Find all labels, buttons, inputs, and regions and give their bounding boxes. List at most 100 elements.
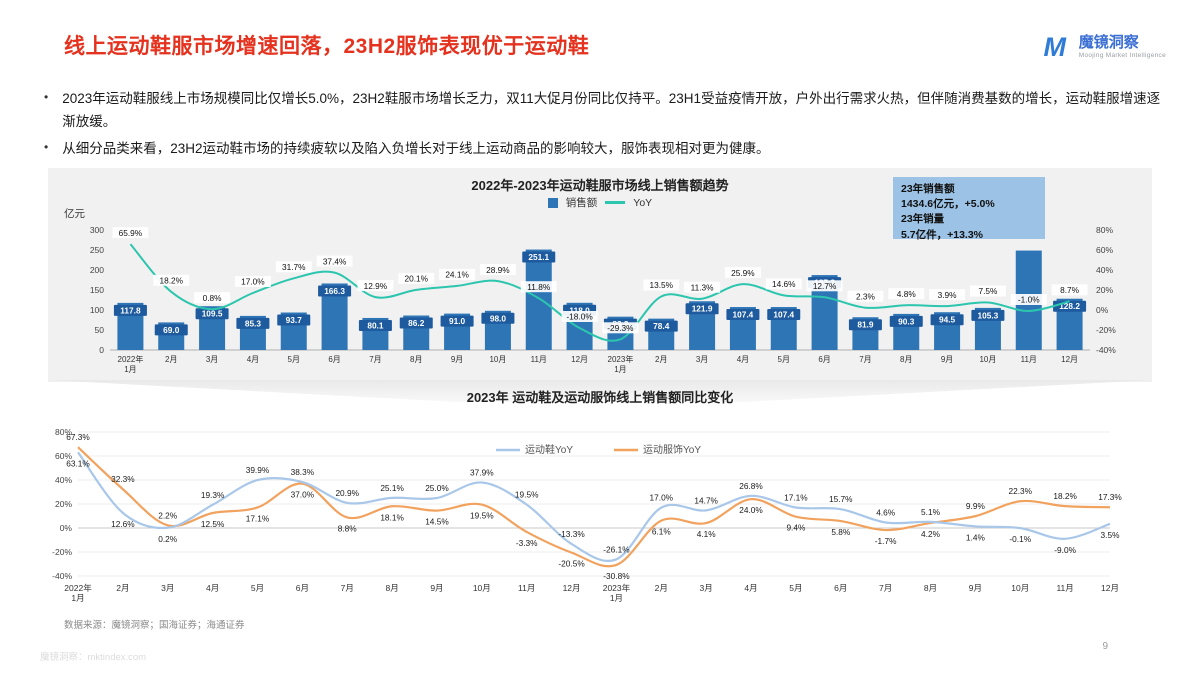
svg-text:-30.8%: -30.8% <box>603 571 630 581</box>
svg-text:81.9: 81.9 <box>857 320 874 330</box>
svg-text:4.2%: 4.2% <box>921 529 941 539</box>
svg-text:4月: 4月 <box>744 583 757 593</box>
svg-text:-18.0%: -18.0% <box>566 312 593 322</box>
svg-text:3月: 3月 <box>696 355 708 364</box>
svg-text:10月: 10月 <box>1011 583 1029 593</box>
svg-text:17.1%: 17.1% <box>784 492 808 502</box>
svg-text:7月: 7月 <box>859 355 871 364</box>
svg-text:11.8%: 11.8% <box>527 282 551 292</box>
svg-text:60%: 60% <box>1096 245 1113 255</box>
svg-text:5.1%: 5.1% <box>921 507 941 517</box>
svg-text:-3.3%: -3.3% <box>516 538 538 548</box>
svg-text:6月: 6月 <box>834 583 847 593</box>
svg-text:8月: 8月 <box>385 583 398 593</box>
svg-text:40%: 40% <box>1096 265 1113 275</box>
svg-text:9.9%: 9.9% <box>966 501 986 511</box>
svg-text:166.3: 166.3 <box>324 286 345 296</box>
svg-text:7.5%: 7.5% <box>978 286 998 296</box>
svg-text:4.6%: 4.6% <box>876 507 896 517</box>
svg-text:-20%: -20% <box>1096 325 1116 335</box>
yoy-legend-swatch <box>605 201 626 204</box>
svg-text:128.2: 128.2 <box>1059 301 1080 311</box>
svg-text:8月: 8月 <box>410 355 422 364</box>
svg-text:98.0: 98.0 <box>490 313 507 323</box>
svg-text:90.3: 90.3 <box>898 316 915 326</box>
svg-text:-9.0%: -9.0% <box>1054 545 1076 555</box>
svg-text:32.3%: 32.3% <box>111 474 135 484</box>
svg-text:107.4: 107.4 <box>773 310 794 320</box>
svg-text:19.5%: 19.5% <box>515 490 539 500</box>
svg-text:7月: 7月 <box>879 583 892 593</box>
svg-text:9月: 9月 <box>451 355 463 364</box>
svg-text:-1.0%: -1.0% <box>1018 295 1040 305</box>
svg-text:8.7%: 8.7% <box>1060 285 1080 295</box>
bullet-item: • 2023年运动鞋服线上市场规模同比仅增长5.0%，23H2鞋服市场增长乏力，… <box>42 88 1162 134</box>
svg-text:0%: 0% <box>60 523 73 533</box>
svg-text:100: 100 <box>90 305 104 315</box>
svg-text:20.1%: 20.1% <box>404 274 428 284</box>
svg-text:67.3%: 67.3% <box>66 432 90 442</box>
apparel-yoy-line <box>77 446 1111 568</box>
svg-text:4月: 4月 <box>737 355 749 364</box>
svg-text:12月: 12月 <box>1061 355 1078 364</box>
svg-text:12.6%: 12.6% <box>111 519 135 529</box>
svg-text:0.8%: 0.8% <box>203 293 223 303</box>
sales-trend-chart-panel: 2022年-2023年运动鞋服市场线上销售额趋势 销售额 YoY 亿元 23年销… <box>48 168 1152 382</box>
svg-text:39.9%: 39.9% <box>246 465 270 475</box>
svg-text:107.4: 107.4 <box>733 310 754 320</box>
svg-text:-0.1%: -0.1% <box>1009 534 1031 544</box>
annotation-line: 23年销量 <box>901 213 945 226</box>
chart2-legend: 运动鞋YoY 运动服饰YoY <box>496 443 701 456</box>
svg-text:18.2%: 18.2% <box>159 276 183 286</box>
sales-bar <box>525 249 552 350</box>
svg-text:18.1%: 18.1% <box>380 512 404 522</box>
svg-text:1月: 1月 <box>71 593 84 603</box>
svg-text:20%: 20% <box>1096 285 1113 295</box>
summary-bullets: • 2023年运动鞋服线上市场规模同比仅增长5.0%，23H2鞋服市场增长乏力，… <box>42 88 1162 165</box>
svg-text:10月: 10月 <box>489 355 506 364</box>
svg-text:4月: 4月 <box>247 355 259 364</box>
svg-text:8月: 8月 <box>900 355 912 364</box>
watermark: 魔镜洞察：mktindex.com <box>40 652 147 663</box>
bullet-marker: • <box>44 139 49 154</box>
svg-text:12.5%: 12.5% <box>201 519 225 529</box>
svg-text:18.2%: 18.2% <box>1053 491 1077 501</box>
y-axis-unit-label: 亿元 <box>64 208 85 220</box>
svg-text:118.0: 118.0 <box>569 305 590 315</box>
svg-text:11月: 11月 <box>518 583 535 593</box>
svg-text:1月: 1月 <box>614 365 626 374</box>
yoy-legend-label: YoY <box>633 196 653 209</box>
svg-text:4月: 4月 <box>206 583 219 593</box>
annotation-line: 23年销售额 <box>901 183 955 195</box>
svg-text:60%: 60% <box>55 451 72 461</box>
chart1-title: 2022年-2023年运动鞋服市场线上销售额趋势 <box>471 178 729 193</box>
svg-text:6月: 6月 <box>296 583 309 593</box>
svg-text:69.0: 69.0 <box>163 325 180 335</box>
logo-m-icon: M <box>1043 31 1067 62</box>
sales-bar-labels: 117.8 69.0 109.5 85.3 93.7 166.3 80.1 86.2 91.0 9… <box>113 251 1087 336</box>
page-title: 线上运动鞋服市场增速回落，23H2服饰表现优于运动鞋 <box>64 35 590 58</box>
highlight-annotation: 23年销售额 1434.6亿元，+5.0% 23年销量 5.7亿件，+13.3% <box>893 177 1045 241</box>
svg-text:-29.3%: -29.3% <box>607 323 634 333</box>
page-number: 9 <box>1102 641 1108 652</box>
data-source-note: 数据来源：魔镜洞察；国海证券；海通证券 <box>64 620 245 631</box>
yoy-line <box>129 243 1070 342</box>
svg-text:20%: 20% <box>55 499 72 509</box>
svg-text:-20.5%: -20.5% <box>558 559 585 569</box>
svg-text:-20%: -20% <box>52 547 72 557</box>
svg-text:12月: 12月 <box>571 355 588 364</box>
svg-text:250: 250 <box>90 245 104 255</box>
svg-text:24.1%: 24.1% <box>445 270 469 280</box>
svg-text:4.1%: 4.1% <box>697 529 717 539</box>
annotation-line: 1434.6亿元，+5.0% <box>901 198 995 211</box>
yoy-labels: 65.9% 18.2% 0.8% 17.0% 31.7% 37.4% 12.9% 20.1% 2… <box>112 227 1088 334</box>
svg-text:5月: 5月 <box>288 355 300 364</box>
svg-text:93.7: 93.7 <box>286 315 303 325</box>
svg-text:50: 50 <box>95 325 105 335</box>
svg-text:17.3%: 17.3% <box>1098 492 1122 502</box>
svg-text:11月: 11月 <box>1021 355 1037 364</box>
svg-text:7月: 7月 <box>369 355 381 364</box>
svg-text:4.8%: 4.8% <box>897 289 917 299</box>
svg-text:1.4%: 1.4% <box>966 532 986 542</box>
